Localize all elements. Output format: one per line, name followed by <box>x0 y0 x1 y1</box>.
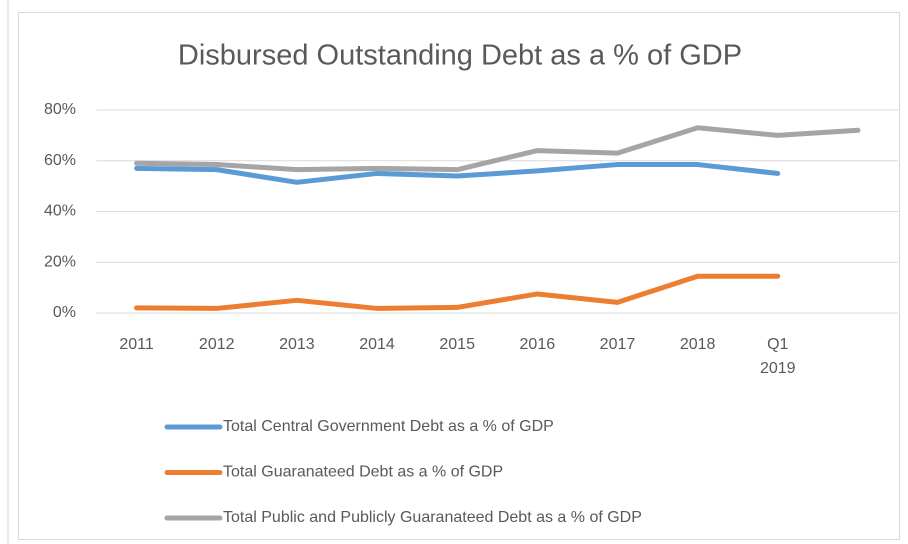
y-tick-label: 40% <box>44 203 76 220</box>
x-tick-label: 2016 <box>519 336 556 353</box>
y-tick-label: 80% <box>44 101 76 118</box>
x-tick-label: 2014 <box>359 336 395 353</box>
x-tick-label: 2012 <box>198 336 235 353</box>
x-tick-label: 2018 <box>679 336 716 353</box>
x-tick-label: 2015 <box>439 336 475 353</box>
legend-label: Total Public and Publicly Guaranateed De… <box>223 509 642 526</box>
y-tick-label: 60% <box>44 152 76 169</box>
x-tick-label: 2011 <box>119 336 154 353</box>
x-tick-label: 2013 <box>279 336 315 353</box>
x-tick-label: Q1 2019 <box>759 336 796 377</box>
legend-label: Total Central Government Debt as a % of … <box>223 418 554 435</box>
legend-label: Total Guaranateed Debt as a % of GDP <box>223 464 503 481</box>
line-series <box>134 273 781 311</box>
line-series <box>134 162 781 185</box>
y-tick-label: 0% <box>53 304 76 321</box>
chart-title: Disbursed Outstanding Debt as a % of GDP <box>178 40 742 72</box>
y-tick-label: 20% <box>44 253 76 270</box>
chart-border <box>18 12 900 540</box>
line-series <box>134 125 861 173</box>
x-tick-label: 2017 <box>599 336 636 353</box>
